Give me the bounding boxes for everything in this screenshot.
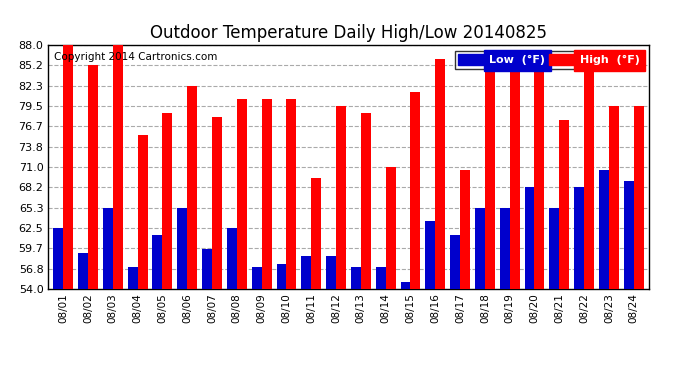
Bar <box>549 208 560 289</box>
Bar <box>78 253 88 289</box>
Bar <box>262 99 272 289</box>
Bar <box>599 171 609 289</box>
Bar <box>584 63 594 289</box>
Bar <box>152 235 162 289</box>
Bar <box>500 208 510 289</box>
Bar <box>411 92 420 289</box>
Bar <box>53 228 63 289</box>
Bar <box>435 59 445 289</box>
Bar <box>286 99 297 289</box>
Bar <box>450 235 460 289</box>
Bar <box>400 282 411 289</box>
Bar <box>63 45 73 289</box>
Bar <box>202 249 212 289</box>
Bar <box>302 256 311 289</box>
Bar <box>386 167 395 289</box>
Bar <box>128 267 137 289</box>
Bar <box>560 120 569 289</box>
Bar <box>162 113 172 289</box>
Legend: Low  (°F), High  (°F): Low (°F), High (°F) <box>455 51 643 69</box>
Bar <box>485 70 495 289</box>
Bar <box>361 113 371 289</box>
Bar <box>425 220 435 289</box>
Bar <box>633 106 644 289</box>
Bar <box>609 106 619 289</box>
Bar <box>237 99 247 289</box>
Bar <box>177 208 187 289</box>
Bar <box>277 264 286 289</box>
Bar <box>574 187 584 289</box>
Bar <box>103 208 112 289</box>
Bar <box>326 256 336 289</box>
Bar <box>376 267 386 289</box>
Bar <box>510 63 520 289</box>
Bar <box>524 187 535 289</box>
Bar <box>112 45 123 289</box>
Bar <box>311 178 321 289</box>
Title: Outdoor Temperature Daily High/Low 20140825: Outdoor Temperature Daily High/Low 20140… <box>150 24 547 42</box>
Bar <box>535 63 544 289</box>
Bar <box>187 86 197 289</box>
Bar <box>460 171 470 289</box>
Bar <box>252 267 262 289</box>
Bar <box>351 267 361 289</box>
Text: Copyright 2014 Cartronics.com: Copyright 2014 Cartronics.com <box>55 53 217 62</box>
Bar <box>624 181 633 289</box>
Bar <box>475 208 485 289</box>
Bar <box>137 135 148 289</box>
Bar <box>227 228 237 289</box>
Bar <box>88 65 98 289</box>
Bar <box>212 117 222 289</box>
Bar <box>336 106 346 289</box>
